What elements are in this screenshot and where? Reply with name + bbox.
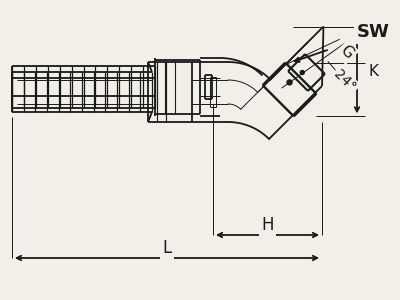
Text: SW: SW bbox=[356, 23, 390, 41]
Text: K: K bbox=[368, 64, 378, 79]
Circle shape bbox=[300, 70, 304, 74]
Text: H: H bbox=[261, 216, 274, 234]
Text: 24°: 24° bbox=[331, 68, 358, 95]
Text: G: G bbox=[337, 43, 356, 62]
Text: L: L bbox=[162, 239, 172, 257]
Circle shape bbox=[287, 80, 292, 85]
